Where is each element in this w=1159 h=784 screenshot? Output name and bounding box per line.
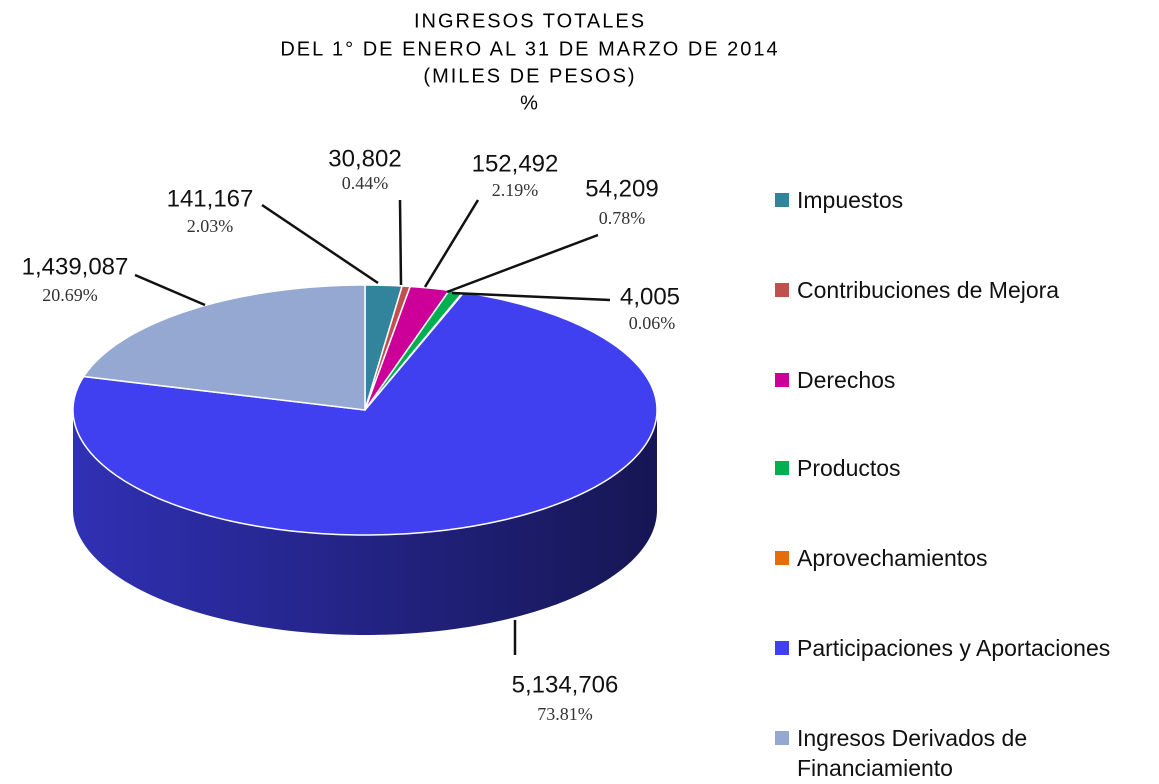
legend-swatch <box>775 731 789 745</box>
legend-item: Impuestos <box>775 185 1155 215</box>
data-label: 5,134,706 <box>512 671 619 698</box>
legend-swatch <box>775 461 789 475</box>
chart-title: (MILES DE PESOS) <box>423 65 636 87</box>
chart-title: INGRESOS TOTALES <box>414 10 646 32</box>
data-label: 54,209 <box>585 175 658 202</box>
percent-label: 73.81% <box>537 704 593 724</box>
chart-title: DEL 1° DE ENERO AL 31 DE MARZO DE 2014 <box>280 38 779 60</box>
legend-item: Participaciones y Aportaciones <box>775 633 1155 663</box>
legend-item: Productos <box>775 453 1155 483</box>
leader-line <box>446 233 599 294</box>
legend-item: Aprovechamientos <box>775 543 1155 573</box>
leader-line <box>261 203 379 285</box>
legend-item: Ingresos Derivados de Financiamiento <box>775 723 1155 783</box>
legend-label: Productos <box>797 455 901 481</box>
legend-item: Contribuciones de Mejora <box>775 275 1155 305</box>
legend-swatch <box>775 641 789 655</box>
legend-swatch <box>775 193 789 207</box>
leader-line <box>134 273 206 307</box>
percent-label: 0.44% <box>342 173 389 193</box>
data-label: 4,005 <box>620 283 680 310</box>
legend-label: Participaciones y Aportaciones <box>797 635 1111 661</box>
percent-label: 2.03% <box>187 216 234 236</box>
legend-label: Impuestos <box>797 187 904 213</box>
legend-label: Ingresos Derivados de Financiamiento <box>797 725 1028 781</box>
percent-label: 20.69% <box>42 285 98 305</box>
percent-label: 0.06% <box>629 313 676 333</box>
legend-swatch <box>775 283 789 297</box>
legend-item: Derechos <box>775 365 1155 395</box>
slice-side <box>73 410 657 635</box>
legend-swatch <box>775 373 789 387</box>
data-label: 30,802 <box>328 145 401 172</box>
percent-label: 0.78% <box>599 208 646 228</box>
legend-label: Contribuciones de Mejora <box>797 277 1060 303</box>
chart-title: % <box>520 92 540 114</box>
data-label: 1,439,087 <box>22 253 129 280</box>
leader-line <box>398 199 403 286</box>
data-label: 141,167 <box>167 185 254 212</box>
legend-label: Derechos <box>797 367 896 393</box>
slice <box>72 291 658 536</box>
slice <box>82 284 366 411</box>
legend-label: Aprovechamientos <box>797 545 988 571</box>
legend-swatch <box>775 551 789 565</box>
leader-line <box>451 291 611 302</box>
data-label: 152,492 <box>472 150 559 177</box>
leader-line <box>423 199 480 288</box>
percent-label: 2.19% <box>492 180 539 200</box>
